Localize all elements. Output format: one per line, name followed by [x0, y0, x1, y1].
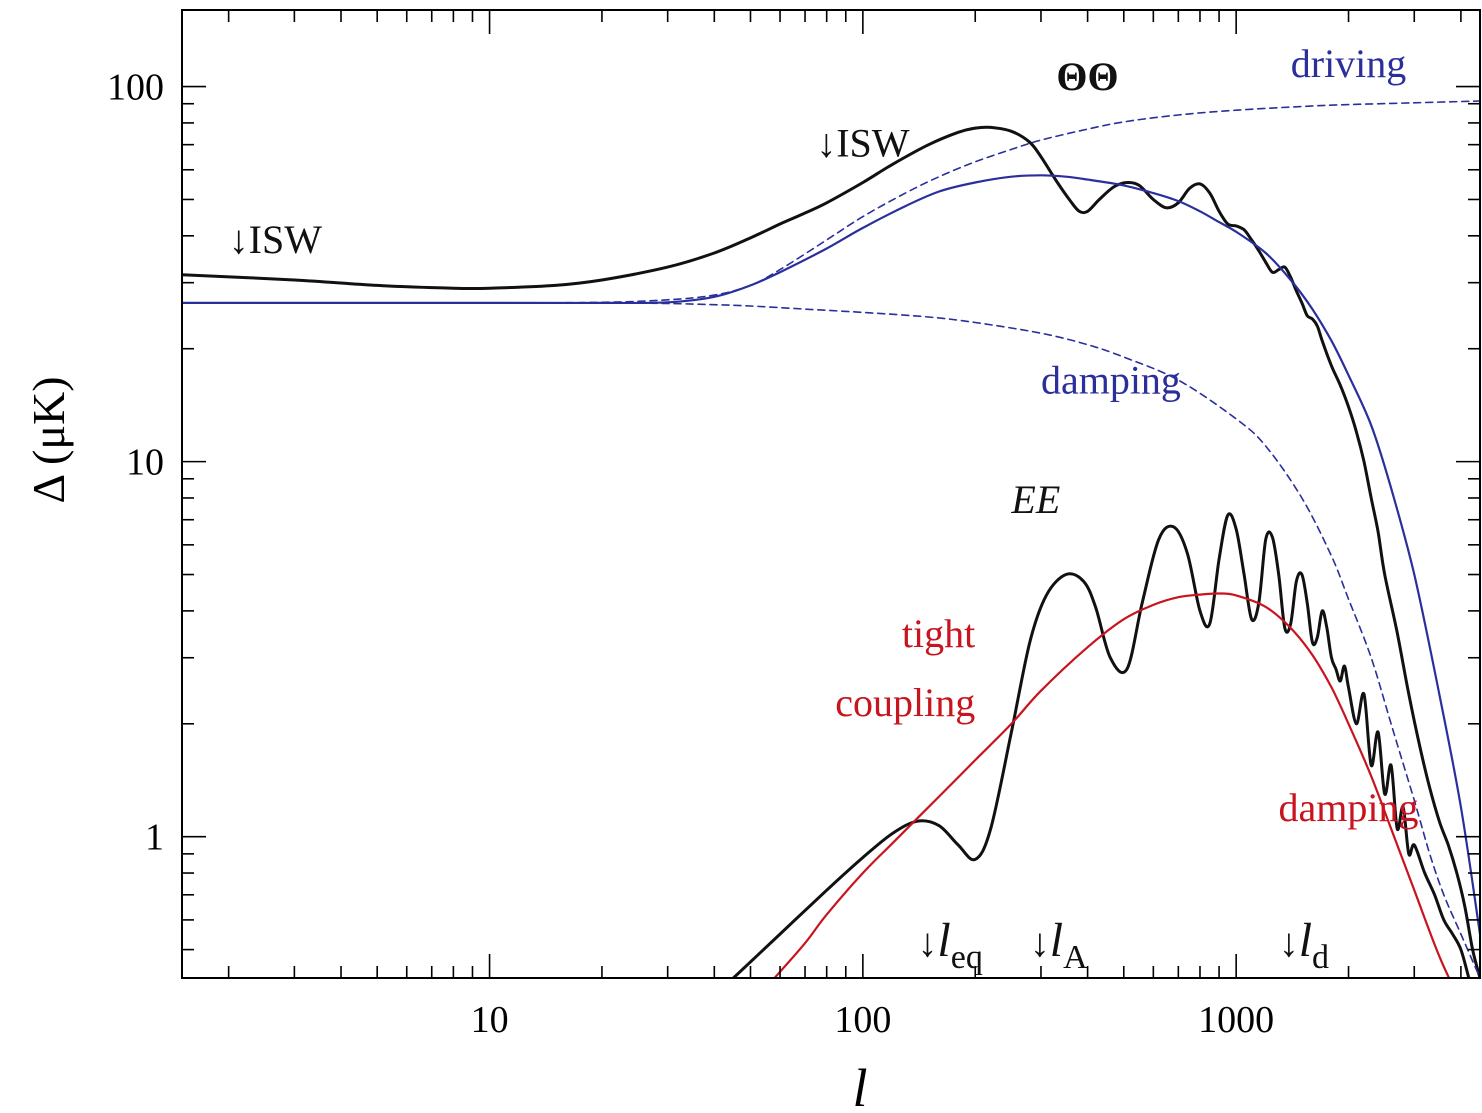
- annotation-tight1: tight: [902, 611, 975, 656]
- annotation-ee: EE: [1010, 477, 1060, 522]
- y-axis-title: Δ (μK): [23, 376, 74, 503]
- x-axis-title: l: [852, 1058, 867, 1113]
- series-line-4: [731, 512, 1471, 978]
- annotation-damping-ee: damping: [1279, 785, 1419, 830]
- plot-frame: [181, 9, 1481, 979]
- series-layer: [182, 100, 1480, 978]
- annotation-tight2: coupling: [835, 680, 975, 725]
- y-tick-label: 100: [107, 67, 164, 109]
- annotation-damping-tt: damping: [1041, 357, 1181, 402]
- annotation-isw1: ↓ISW: [229, 217, 323, 262]
- series-line-0: [182, 125, 1480, 978]
- y-tick-label: 10: [126, 442, 164, 484]
- series-line-5: [773, 592, 1451, 978]
- annotation-tt: ΘΘ: [1056, 54, 1118, 99]
- axes: [181, 9, 1481, 979]
- x-tick-label: 100: [834, 999, 891, 1041]
- annotation-ld: ↓ld: [1279, 914, 1329, 976]
- y-tick-label: 1: [145, 817, 164, 859]
- annotation-leq: ↓leq: [917, 914, 982, 976]
- annotations: ↓ISW ↓ISW ΘΘ driving damping EE tight coupling d…: [229, 41, 1419, 976]
- annotation-driving: driving: [1291, 41, 1407, 86]
- series-line-1: [182, 174, 1480, 936]
- x-tick-label: 1000: [1198, 999, 1274, 1041]
- annotation-la: ↓lA: [1030, 914, 1088, 976]
- tick-labels: 10 100 1000 1 10 100: [107, 67, 1274, 1041]
- x-tick-label: 10: [471, 999, 509, 1041]
- series-line-3: [182, 302, 1480, 978]
- annotation-isw2: ↓ISW: [816, 121, 910, 166]
